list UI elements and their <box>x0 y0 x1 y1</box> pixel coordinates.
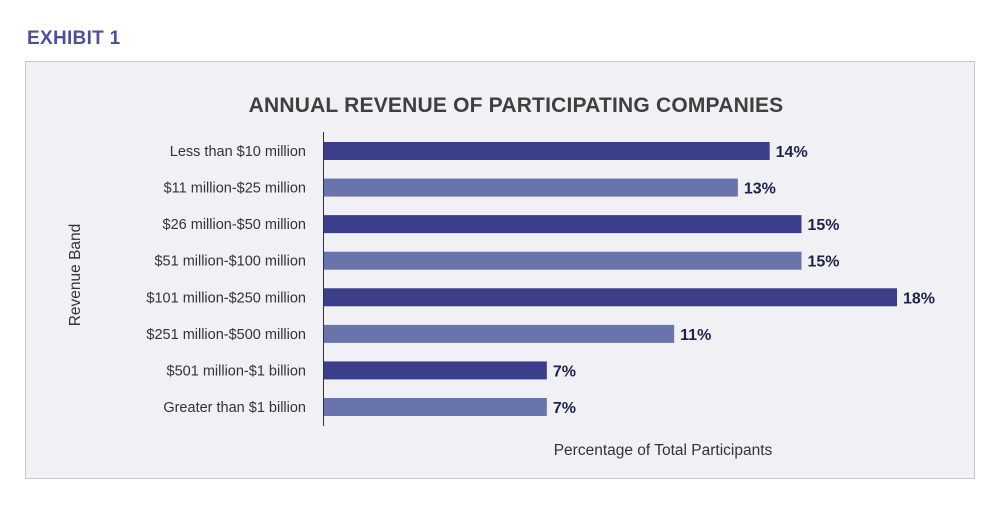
category-label: $26 million-$50 million <box>163 217 306 233</box>
value-label: 15% <box>808 254 840 271</box>
bar <box>324 251 802 270</box>
category-label: $501 million-$1 billion <box>167 363 306 379</box>
exhibit-label: EXHIBIT 1 <box>27 28 121 49</box>
bar <box>324 324 675 343</box>
category-label: $11 million-$25 million <box>164 181 306 197</box>
chart-title: ANNUAL REVENUE OF PARTICIPATING COMPANIE… <box>249 94 784 117</box>
bar <box>324 288 897 307</box>
category-label: Greater than $1 billion <box>163 400 306 416</box>
value-label: 7% <box>553 363 576 380</box>
category-label: $101 million-$250 million <box>146 290 306 306</box>
category-label: $51 million-$100 million <box>154 254 306 270</box>
y-axis-label: Revenue Band <box>67 224 84 327</box>
category-label: Less than $10 million <box>170 144 306 160</box>
value-label: 15% <box>808 217 840 234</box>
value-label: 14% <box>776 144 808 161</box>
bars-group: Less than $10 million 14% $11 million-$25 … <box>146 142 935 417</box>
category-label: $251 million-$500 million <box>146 327 306 343</box>
bar <box>324 178 738 197</box>
value-label: 13% <box>744 181 776 198</box>
value-label: 7% <box>553 400 576 417</box>
bar <box>324 397 547 416</box>
bar <box>324 142 770 160</box>
value-label: 11% <box>680 327 711 344</box>
bar <box>324 361 547 380</box>
bar <box>324 215 802 234</box>
value-label: 18% <box>903 290 935 307</box>
x-axis-label: Percentage of Total Participants <box>554 442 773 459</box>
